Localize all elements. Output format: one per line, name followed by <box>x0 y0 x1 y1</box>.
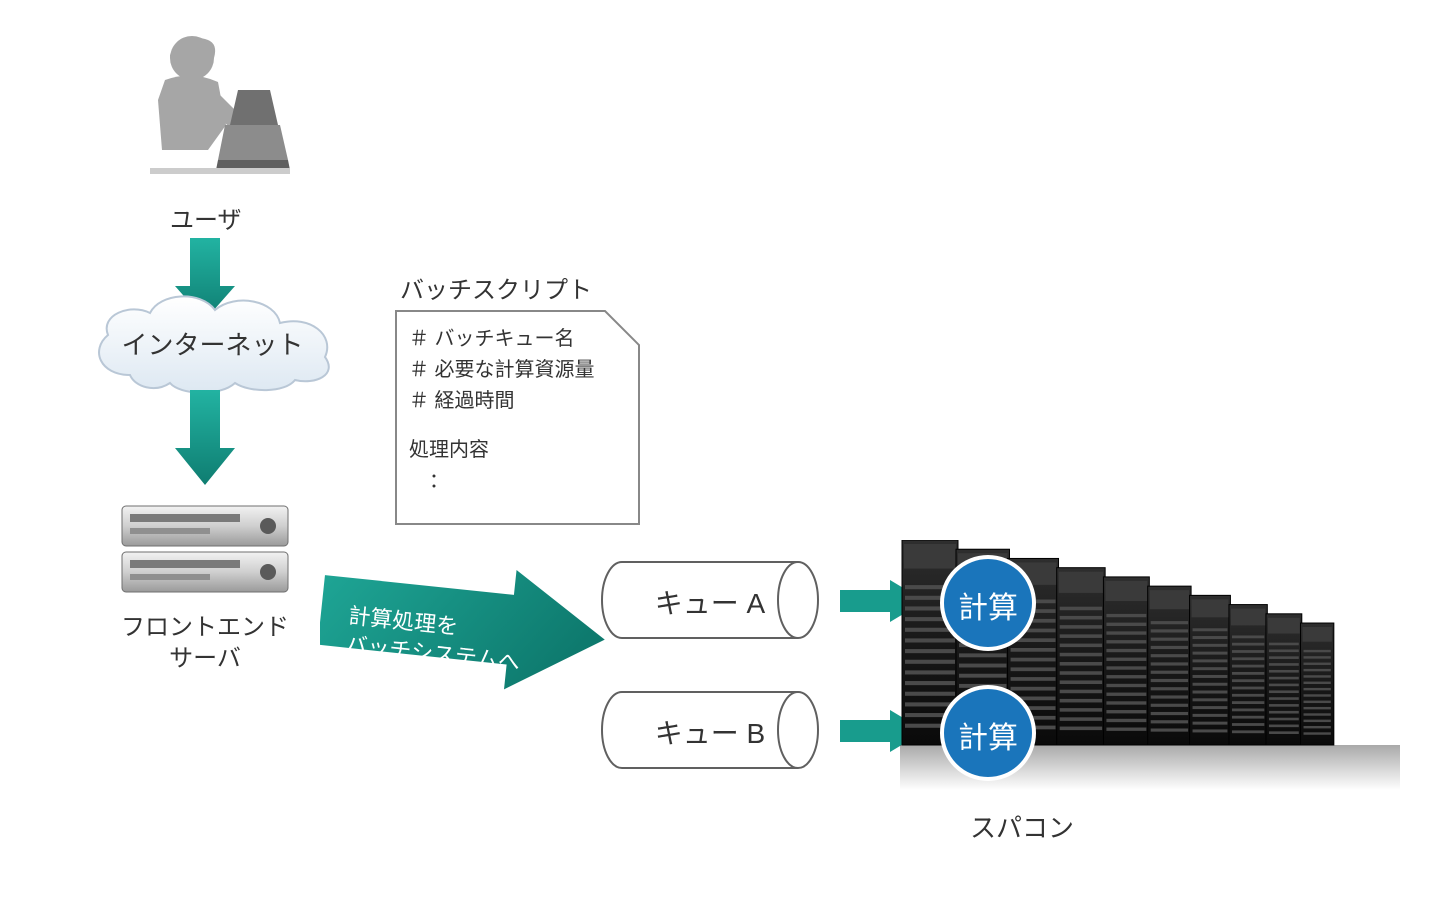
internet-cloud: インターネット <box>80 285 345 400</box>
queue-a-cylinder: キュー A <box>600 560 820 640</box>
arrow-internet-to-server <box>175 390 235 485</box>
script-line-1: ＃ バッチキュー名 <box>409 324 595 355</box>
compute-label-a: 計算 <box>940 583 1036 627</box>
compute-label-b: 計算 <box>940 713 1036 757</box>
compute-circle-b: 計算 <box>940 685 1036 781</box>
user-icon <box>130 30 290 195</box>
supercomputer-label: スパコン <box>970 808 1074 845</box>
compute-circle-a: 計算 <box>940 555 1036 651</box>
internet-label: インターネット <box>80 325 345 362</box>
batch-script-title: バッチスクリプト <box>400 270 592 305</box>
script-line-4: 処理内容 <box>409 435 595 466</box>
script-line-3: ＃ 経過時間 <box>409 386 595 417</box>
frontend-server-label-l2: サーバ <box>100 643 310 674</box>
queue-a-label: キュー A <box>600 582 820 622</box>
big-arrow-to-batch: 計算処理を バッチシステムへ <box>320 560 610 700</box>
queue-b-cylinder: キュー B <box>600 690 820 770</box>
script-line-2: ＃ 必要な計算資源量 <box>409 355 595 386</box>
script-line-5: ： <box>409 466 595 497</box>
frontend-server-label-l1: フロントエンド <box>100 612 310 643</box>
frontend-server-label: フロントエンド サーバ <box>100 612 310 674</box>
batch-script-box: ＃ バッチキュー名 ＃ 必要な計算資源量 ＃ 経過時間 処理内容 ： <box>395 310 640 525</box>
frontend-server-icon <box>120 500 290 600</box>
user-label: ユーザ <box>170 200 242 235</box>
queue-b-label: キュー B <box>600 712 820 752</box>
